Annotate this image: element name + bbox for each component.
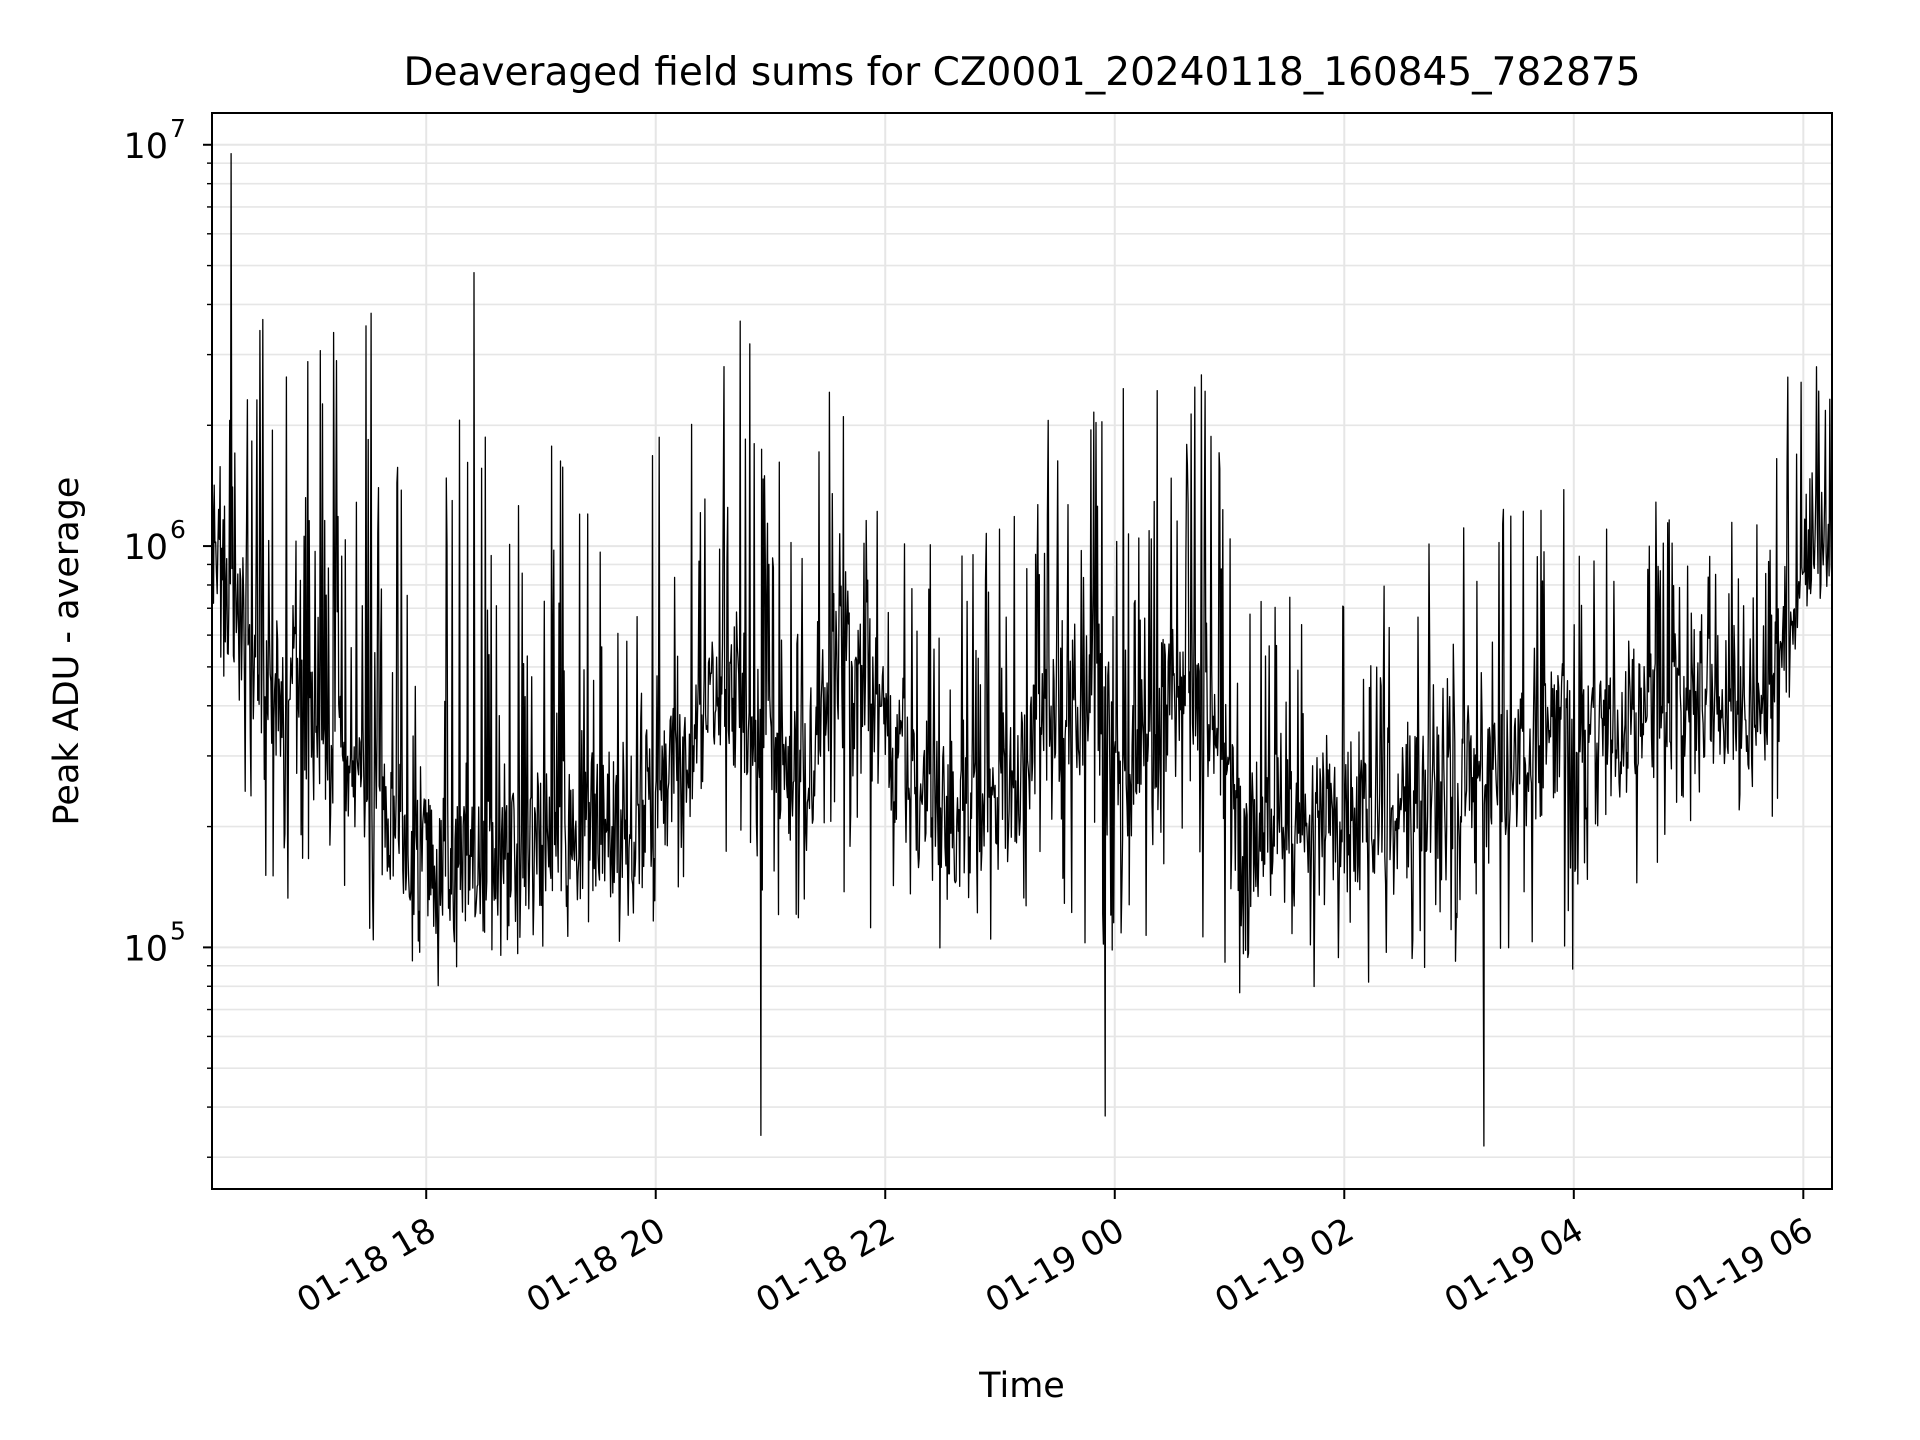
- series-line: [212, 153, 1832, 1147]
- y-tick-label: 10: [123, 929, 168, 969]
- plot-frame: [211, 112, 1833, 1190]
- chart-title: Deaveraged field sums for CZ0001_2024011…: [403, 50, 1640, 95]
- y-tick-label: 10: [123, 127, 168, 167]
- x-axis-label: Time: [978, 1366, 1065, 1406]
- y-tick-exponent: 6: [170, 515, 186, 544]
- y-tick-label: 10: [123, 528, 168, 568]
- y-tick-exponent: 7: [170, 114, 186, 143]
- y-axis-label: Peak ADU - average: [47, 477, 87, 826]
- data-series: [212, 153, 1832, 1147]
- y-tick-exponent: 5: [170, 916, 186, 945]
